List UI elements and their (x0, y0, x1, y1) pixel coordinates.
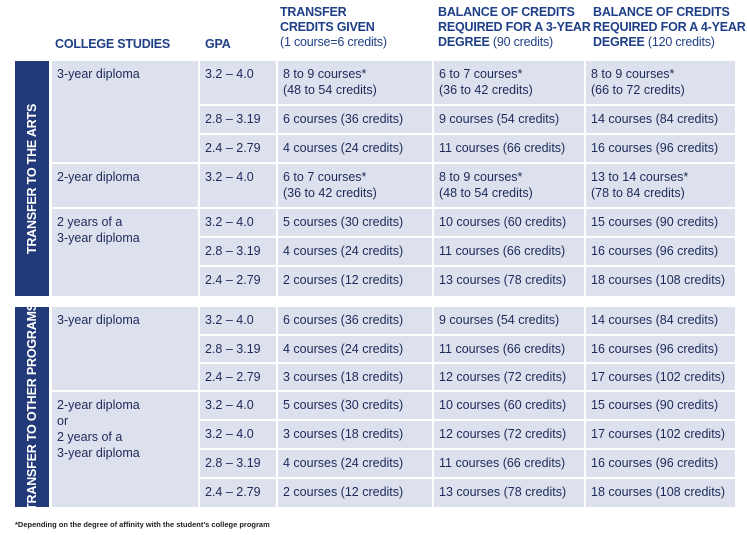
header-balance-3-year: BALANCE OF CREDITS REQUIRED FOR A 3-YEAR… (438, 5, 591, 50)
balance-4-year-cell: 16 courses (96 credits) (586, 238, 735, 265)
transfer-cell: 2 courses (12 credits) (278, 479, 432, 507)
balance-3-year-cell: 6 to 7 courses* (36 to 42 credits) (434, 61, 584, 104)
balance-4-year-cell: 17 courses (102 credits) (586, 364, 735, 390)
footnote: *Depending on the degree of affinity wit… (15, 520, 270, 529)
gpa-cell: 2.8 – 3.19 (200, 450, 276, 477)
transfer-cell: 4 courses (24 credits) (278, 135, 432, 162)
gpa-cell: 2.8 – 3.19 (200, 336, 276, 362)
balance-3-year-cell: 13 courses (78 credits) (434, 267, 584, 296)
balance-4-year-cell: 18 courses (108 credits) (586, 479, 735, 507)
balance-4-year-cell: 14 courses (84 credits) (586, 307, 735, 334)
transfer-cell: 3 courses (18 credits) (278, 421, 432, 448)
balance-3-year-cell: 11 courses (66 credits) (434, 450, 584, 477)
section-label-arts: TRANSFER TO THE ARTS (15, 61, 49, 296)
section-label-other-programs-text: TRANSFER TO OTHER PROGRAMS (25, 303, 39, 511)
arts-group-cell: 2-year diploma (52, 164, 198, 207)
balance-3-year-cell: 12 courses (72 credits) (434, 421, 584, 448)
balance-4-year-cell: 13 to 14 courses* (78 to 84 credits) (586, 164, 735, 207)
header-college-studies: COLLEGE STUDIES (55, 37, 171, 51)
gpa-cell: 3.2 – 4.0 (200, 164, 276, 207)
balance-3-year-cell: 9 courses (54 credits) (434, 307, 584, 334)
other-group-label: 3-year diploma (57, 313, 140, 327)
gpa-cell: 3.2 – 4.0 (200, 61, 276, 104)
gpa-cell: 2.4 – 2.79 (200, 135, 276, 162)
arts-group-cell: 3-year diploma (52, 61, 198, 162)
balance-4-year-cell: 15 courses (90 credits) (586, 209, 735, 236)
balance-3-year-cell: 11 courses (66 credits) (434, 135, 584, 162)
transfer-cell: 5 courses (30 credits) (278, 392, 432, 419)
balance-4-year-cell: 17 courses (102 credits) (586, 421, 735, 448)
arts-group-label: 2 years of a 3-year diploma (57, 215, 140, 245)
gpa-cell: 3.2 – 4.0 (200, 307, 276, 334)
transfer-cell: 8 to 9 courses* (48 to 54 credits) (278, 61, 432, 104)
balance-4-year-cell: 16 courses (96 credits) (586, 135, 735, 162)
balance-3-year-cell: 8 to 9 courses* (48 to 54 credits) (434, 164, 584, 207)
balance-4-year-cell: 16 courses (96 credits) (586, 336, 735, 362)
balance-3-year-cell: 11 courses (66 credits) (434, 336, 584, 362)
balance-3-year-cell: 9 courses (54 credits) (434, 106, 584, 133)
gpa-cell: 3.2 – 4.0 (200, 421, 276, 448)
other-group-cell: 2-year diploma or 2 years of a 3-year di… (52, 392, 198, 507)
balance-4-year-cell: 8 to 9 courses* (66 to 72 credits) (586, 61, 735, 104)
arts-group-label: 2-year diploma (57, 170, 140, 184)
gpa-cell: 2.4 – 2.79 (200, 479, 276, 507)
balance-3-year-cell: 11 courses (66 credits) (434, 238, 584, 265)
gpa-cell: 2.8 – 3.19 (200, 238, 276, 265)
section-label-other-programs: TRANSFER TO OTHER PROGRAMS (15, 303, 49, 511)
header-balance-4-year-title: BALANCE OF CREDITS REQUIRED FOR A 4-YEAR… (593, 5, 746, 49)
header-balance-3-year-title: BALANCE OF CREDITS REQUIRED FOR A 3-YEAR… (438, 5, 591, 49)
balance-3-year-cell: 10 courses (60 credits) (434, 392, 584, 419)
section-label-arts-text: TRANSFER TO THE ARTS (25, 103, 39, 254)
transfer-cell: 6 courses (36 credits) (278, 307, 432, 334)
gpa-cell: 2.8 – 3.19 (200, 106, 276, 133)
transfer-cell: 4 courses (24 credits) (278, 336, 432, 362)
transfer-cell: 6 to 7 courses* (36 to 42 credits) (278, 164, 432, 207)
other-group-label: 2-year diploma or 2 years of a 3-year di… (57, 398, 140, 460)
transfer-cell: 5 courses (30 credits) (278, 209, 432, 236)
header-balance-4-year-sub: (120 credits) (647, 35, 715, 49)
balance-4-year-cell: 18 courses (108 credits) (586, 267, 735, 296)
header-balance-3-year-sub: (90 credits) (492, 35, 553, 49)
transfer-cell: 6 courses (36 credits) (278, 106, 432, 133)
transfer-cell: 2 courses (12 credits) (278, 267, 432, 296)
balance-3-year-cell: 13 courses (78 credits) (434, 479, 584, 507)
other-group-cell: 3-year diploma (52, 307, 198, 390)
balance-3-year-cell: 12 courses (72 credits) (434, 364, 584, 390)
header-transfer-credits-sub: (1 course=6 credits) (280, 35, 387, 49)
header-transfer-credits: TRANSFER CREDITS GIVEN (1 course=6 credi… (280, 5, 387, 50)
gpa-cell: 3.2 – 4.0 (200, 209, 276, 236)
header-transfer-credits-title: TRANSFER CREDITS GIVEN (280, 5, 375, 34)
gpa-cell: 3.2 – 4.0 (200, 392, 276, 419)
header-balance-4-year: BALANCE OF CREDITS REQUIRED FOR A 4-YEAR… (593, 5, 746, 50)
transfer-cell: 4 courses (24 credits) (278, 450, 432, 477)
arts-group-label: 3-year diploma (57, 67, 140, 81)
transfer-cell: 4 courses (24 credits) (278, 238, 432, 265)
gpa-cell: 2.4 – 2.79 (200, 364, 276, 390)
balance-3-year-cell: 10 courses (60 credits) (434, 209, 584, 236)
balance-4-year-cell: 14 courses (84 credits) (586, 106, 735, 133)
balance-4-year-cell: 16 courses (96 credits) (586, 450, 735, 477)
arts-group-cell: 2 years of a 3-year diploma (52, 209, 198, 296)
transfer-cell: 3 courses (18 credits) (278, 364, 432, 390)
balance-4-year-cell: 15 courses (90 credits) (586, 392, 735, 419)
gpa-cell: 2.4 – 2.79 (200, 267, 276, 296)
header-gpa: GPA (205, 37, 231, 51)
